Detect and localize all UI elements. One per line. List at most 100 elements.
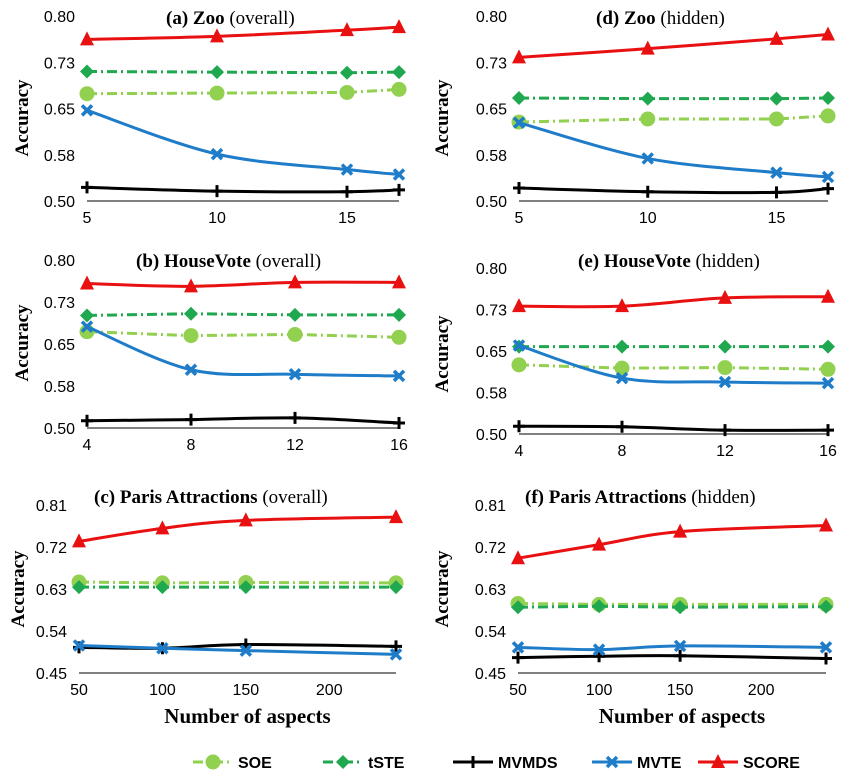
series-line-score — [518, 33, 829, 59]
legend-item-score: SCORE — [698, 754, 800, 772]
x-tick-label: 5 — [83, 210, 92, 227]
chart-title-qualifier: (hidden) — [691, 251, 760, 272]
y-tick-label: 0.50 — [476, 194, 507, 211]
chart-title: (a) Zoo (overall) — [166, 8, 295, 29]
y-tick-label: 0.63 — [475, 582, 506, 599]
data-point-mvmds — [770, 186, 783, 199]
legend: SOE tSTE MVMDS MVTE SCORE — [193, 754, 800, 772]
y-tick-label: 0.80 — [44, 9, 75, 26]
chart-panel-f: 0.45 0.54 0.63 0.72 0.81 50 100 150 200 Accuracy N… — [432, 487, 834, 728]
data-point-tste — [511, 600, 525, 615]
legend-item-mvte: MVTE — [592, 755, 682, 772]
x-tick-label: 16 — [819, 443, 837, 460]
series-line-mvmds — [86, 185, 400, 194]
series-tste — [72, 580, 403, 595]
data-point-mvmds — [513, 182, 525, 195]
legend-label: SOE — [238, 755, 272, 772]
data-point-soe — [391, 329, 407, 345]
data-point-score — [80, 275, 94, 290]
data-point-mvte — [156, 642, 169, 655]
legend-marker-mvmds — [467, 756, 479, 768]
data-point-soe — [287, 326, 303, 342]
legend-label: SCORE — [743, 755, 800, 772]
x-tick-label: 150 — [232, 682, 259, 699]
data-point-mvte — [389, 648, 403, 661]
y-tick-label: 0.58 — [44, 379, 75, 396]
series-tste — [80, 64, 406, 80]
data-point-soe — [769, 111, 784, 127]
data-point-score — [592, 536, 607, 551]
x-tick-label: 16 — [390, 437, 408, 454]
data-point-mvmds — [341, 185, 353, 198]
data-point-mvte — [210, 147, 224, 161]
legend-label: MVTE — [637, 755, 682, 772]
y-tick-label: 0.80 — [476, 261, 507, 278]
series-mvte — [80, 104, 406, 181]
data-point-soe — [183, 328, 199, 344]
data-point-tste — [184, 306, 198, 321]
series-line-soe — [86, 87, 400, 96]
y-axis-label: Accuracy — [8, 550, 29, 628]
data-point-mvte — [392, 168, 406, 181]
series-mvmds — [513, 182, 834, 199]
data-point-mvmds — [81, 181, 93, 194]
series-mvmds — [513, 420, 834, 437]
data-point-soe — [209, 85, 225, 101]
data-point-mvte — [718, 375, 732, 389]
data-point-score — [511, 550, 525, 565]
series-score — [511, 517, 833, 565]
data-point-soe — [79, 86, 95, 102]
data-point-mvte — [80, 320, 94, 333]
series-line-mvte — [518, 121, 829, 179]
chart-panel-b: 0.50 0.58 0.65 0.73 0.80 4 8 12 16 Accuracy (b) Ho… — [12, 251, 408, 454]
y-tick-label: 0.54 — [36, 624, 67, 641]
data-point-soe — [339, 84, 355, 100]
data-point-mvte — [80, 104, 94, 117]
legend-item-mvmds: MVMDS — [453, 755, 558, 772]
x-tick-label: 8 — [187, 437, 196, 454]
y-axis-label: Accuracy — [12, 79, 33, 157]
chart-title-qualifier: (overall) — [258, 487, 328, 508]
data-point-soe — [511, 357, 527, 373]
data-point-mvmds — [393, 416, 405, 429]
data-point-score — [769, 30, 784, 45]
chart-title: (f) Paris Attractions (hidden) — [525, 487, 756, 508]
x-tick-label: 50 — [509, 682, 527, 699]
chart-title: (e) HouseVote (hidden) — [578, 251, 760, 272]
series-soe — [510, 595, 834, 612]
y-tick-label: 0.54 — [475, 624, 506, 641]
series-line-tste — [86, 312, 399, 317]
series-mvte — [512, 339, 835, 390]
y-tick-label: 0.58 — [476, 386, 507, 403]
series-tste — [80, 306, 406, 323]
y-axis-label: Accuracy — [432, 315, 453, 393]
data-point-score — [392, 19, 406, 34]
series-line-mvmds — [86, 416, 400, 425]
series-line-score — [518, 295, 829, 309]
data-point-tste — [80, 64, 94, 79]
y-tick-label: 0.65 — [44, 337, 75, 354]
series-tste — [511, 599, 833, 615]
data-point-tste — [392, 65, 406, 80]
y-axis-label: Accuracy — [432, 550, 453, 628]
data-point-tste — [718, 339, 732, 354]
chart-title: (b) HouseVote (overall) — [136, 251, 321, 272]
series-line-mvmds — [518, 186, 829, 195]
chart-title-bold: (d) Zoo — [596, 8, 656, 29]
data-point-mvmds — [674, 649, 687, 662]
legend-marker-tste — [336, 755, 350, 769]
data-point-mvmds — [185, 413, 197, 426]
data-point-tste — [389, 580, 403, 595]
series-line-score — [517, 524, 827, 560]
y-tick-label: 0.58 — [44, 148, 75, 165]
legend-item-tste: tSTE — [323, 755, 405, 772]
data-point-mvmds — [81, 414, 93, 427]
data-point-mvte — [184, 363, 198, 376]
chart-title: (d) Zoo (hidden) — [596, 8, 725, 29]
chart-title-bold: (f) Paris Attractions — [525, 487, 686, 508]
chart-title: (c) Paris Attractions (overall) — [94, 487, 328, 508]
series-score — [80, 19, 406, 46]
series-line-tste — [517, 604, 827, 609]
data-point-score — [340, 22, 354, 37]
y-tick-label: 0.50 — [44, 421, 75, 438]
